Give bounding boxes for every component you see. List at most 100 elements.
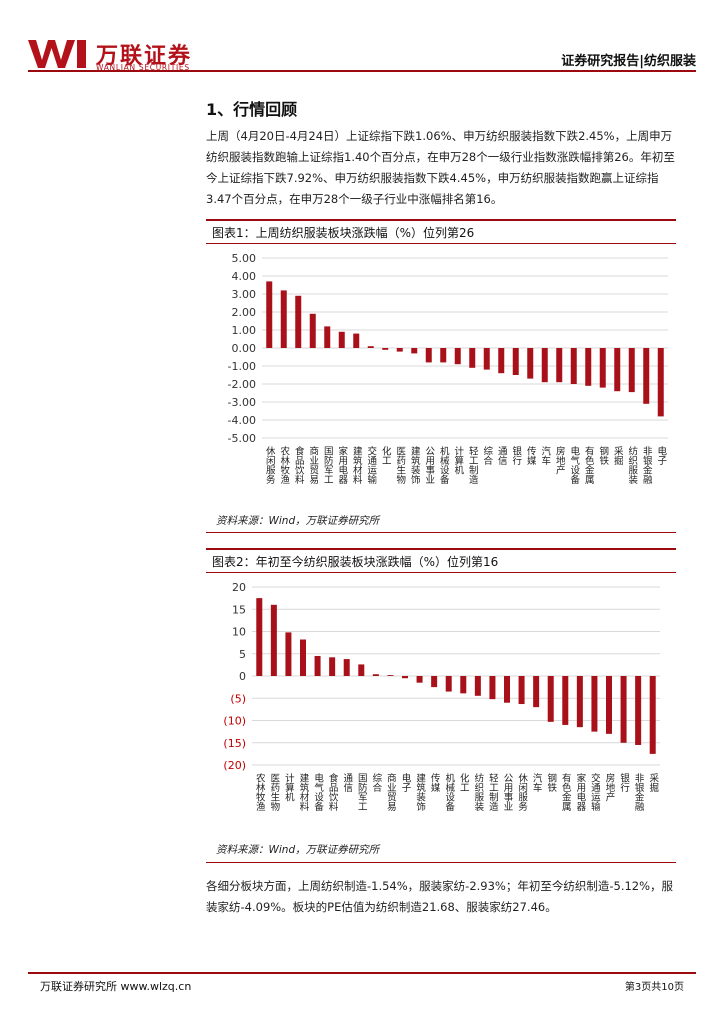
bar (518, 676, 525, 705)
bar (614, 348, 621, 392)
header-report-type: 证券研究报告|纺织服装 (561, 54, 696, 69)
bar (314, 655, 321, 676)
category-label: 休闲服务 (516, 772, 528, 812)
bar (396, 348, 403, 352)
footer-institution: 万联证券研究所 www.wlzq.cn (40, 980, 192, 993)
category-label: 有色金属 (560, 772, 572, 812)
bar (489, 676, 496, 700)
section-title: 1、行情回顾 (206, 100, 298, 119)
market-review-paragraph: 上周（4月20日-4月24日）上证综指下跌1.06%、申万纺织服装指数下跌2.4… (206, 129, 675, 206)
y-tick-label: (20) (223, 759, 246, 772)
category-label: 采掘 (647, 773, 659, 793)
category-label: 建筑装饰 (409, 445, 421, 485)
weekly-change-bar-chart: 5.00 4.00 3.00 2.00 1.00 0.00 -1.00 -2.00 -3.00 -… (228, 252, 668, 485)
y-tick-label: -2.00 (228, 378, 256, 391)
bar (460, 676, 467, 694)
bar (474, 676, 481, 696)
bar (309, 313, 316, 348)
bar (469, 348, 476, 368)
category-label: 医药生物 (394, 446, 406, 485)
category-label: 采掘 (612, 446, 624, 466)
y-tick-label: -5.00 (228, 432, 256, 445)
ytd-change-bar-chart: 20 15 10 5 0 (5) (10) (15) (20) 农林牧渔 医药生物 计算机 建筑材料 电气… (223, 581, 660, 812)
category-label: 休闲服务 (264, 445, 276, 485)
bar (570, 348, 577, 384)
y-tick-label: (10) (223, 715, 246, 728)
category-label: 化工 (458, 772, 470, 792)
bar (599, 348, 606, 388)
bar (324, 326, 331, 348)
bar (280, 290, 287, 348)
category-label: 农林牧渔 (278, 445, 290, 484)
category-label: 建筑材料 (351, 445, 363, 485)
bar (343, 659, 350, 676)
bar (440, 348, 447, 363)
bar (367, 346, 374, 348)
category-label: 医药生物 (268, 773, 280, 812)
category-label: 电子 (400, 772, 412, 792)
bar (445, 676, 452, 692)
bar (431, 676, 438, 688)
bar (585, 348, 592, 386)
bar (266, 281, 273, 348)
bar (256, 598, 263, 676)
category-label: 交通运输 (589, 772, 601, 812)
category-label: 电气设备 (312, 772, 324, 812)
category-label: 机械设备 (438, 445, 450, 485)
page-number: 第3页共10页 (624, 982, 684, 993)
header-rule (28, 70, 696, 72)
category-label: 建筑材料 (298, 772, 310, 812)
y-tick-label: 0 (239, 670, 246, 683)
y-tick-label: -4.00 (228, 414, 256, 427)
category-label: 商业贸易 (307, 445, 319, 485)
category-label: 有色金属 (583, 445, 595, 485)
bar (285, 632, 292, 676)
bar (533, 676, 540, 708)
category-label: 计算机 (452, 445, 464, 475)
bar (541, 348, 548, 383)
logo-text-cn: 万联证券 (96, 44, 193, 69)
bar (425, 348, 432, 363)
y-tick-label: 2.00 (232, 306, 257, 319)
bar (504, 676, 510, 703)
logo-text-en: WANLIAN SECURITIES (96, 63, 190, 72)
bar (635, 676, 642, 745)
category-label: 通信 (341, 773, 353, 793)
bar (329, 657, 336, 676)
bar (628, 348, 635, 393)
category-label: 家用电器 (574, 772, 586, 811)
bar (643, 348, 650, 404)
category-label: 电气设备 (568, 445, 580, 485)
y-tick-label: -1.00 (228, 360, 256, 373)
category-label: 汽车 (539, 445, 551, 466)
bar (372, 674, 379, 676)
category-label: 国防军工 (356, 773, 368, 811)
category-label: 食品饮料 (327, 772, 339, 812)
figure1-bottom-rule (206, 532, 676, 533)
category-label: 银行 (618, 772, 630, 793)
category-label: 钢铁 (597, 445, 609, 466)
category-label: 传媒 (525, 445, 537, 466)
bar (454, 348, 461, 365)
bar (270, 604, 277, 676)
category-label: 轻工制造 (487, 772, 499, 812)
bar (576, 676, 583, 728)
y-tick-label: 4.00 (232, 270, 257, 283)
bar (562, 676, 569, 725)
category-label: 房地产 (604, 772, 616, 802)
bar (606, 676, 612, 734)
y-tick-label: 5.00 (232, 252, 257, 265)
category-label: 纺织服装 (626, 445, 638, 485)
y-tick-label: 5 (239, 648, 246, 661)
figure1-source: 资料来源：Wind，万联证券研究所 (216, 515, 380, 527)
y-tick-label: 15 (232, 603, 246, 616)
bar (620, 676, 627, 743)
category-label: 传媒 (429, 772, 441, 793)
category-label: 通信 (496, 446, 508, 466)
category-label: 银行 (510, 445, 522, 466)
category-label: 非银金融 (641, 445, 653, 485)
bar (402, 676, 408, 679)
wanlian-logo-mark (28, 40, 86, 68)
category-label: 汽车 (531, 772, 543, 793)
category-label: 食品饮料 (293, 445, 305, 485)
